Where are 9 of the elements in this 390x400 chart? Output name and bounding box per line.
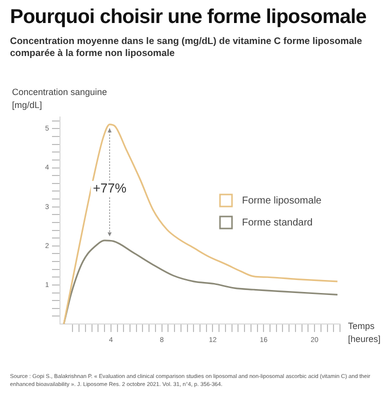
line-series: [63, 124, 338, 324]
x-axis-title: Temps [heures]: [348, 320, 381, 346]
legend-label: Forme standard: [242, 217, 313, 228]
legend-label: Forme liposomale: [242, 195, 322, 206]
y-axis-title: Concentration sanguine [mg/dL]: [12, 86, 108, 112]
chart-subtitle: Concentration moyenne dans le sang (mg/dL) de vitamine C forme liposomale comparée à la forme non liposomale: [10, 36, 364, 60]
chart-title: Pourquoi choisir une forme liposomale: [10, 6, 366, 29]
annotation: +77%: [92, 180, 127, 196]
line-series: [63, 240, 338, 324]
